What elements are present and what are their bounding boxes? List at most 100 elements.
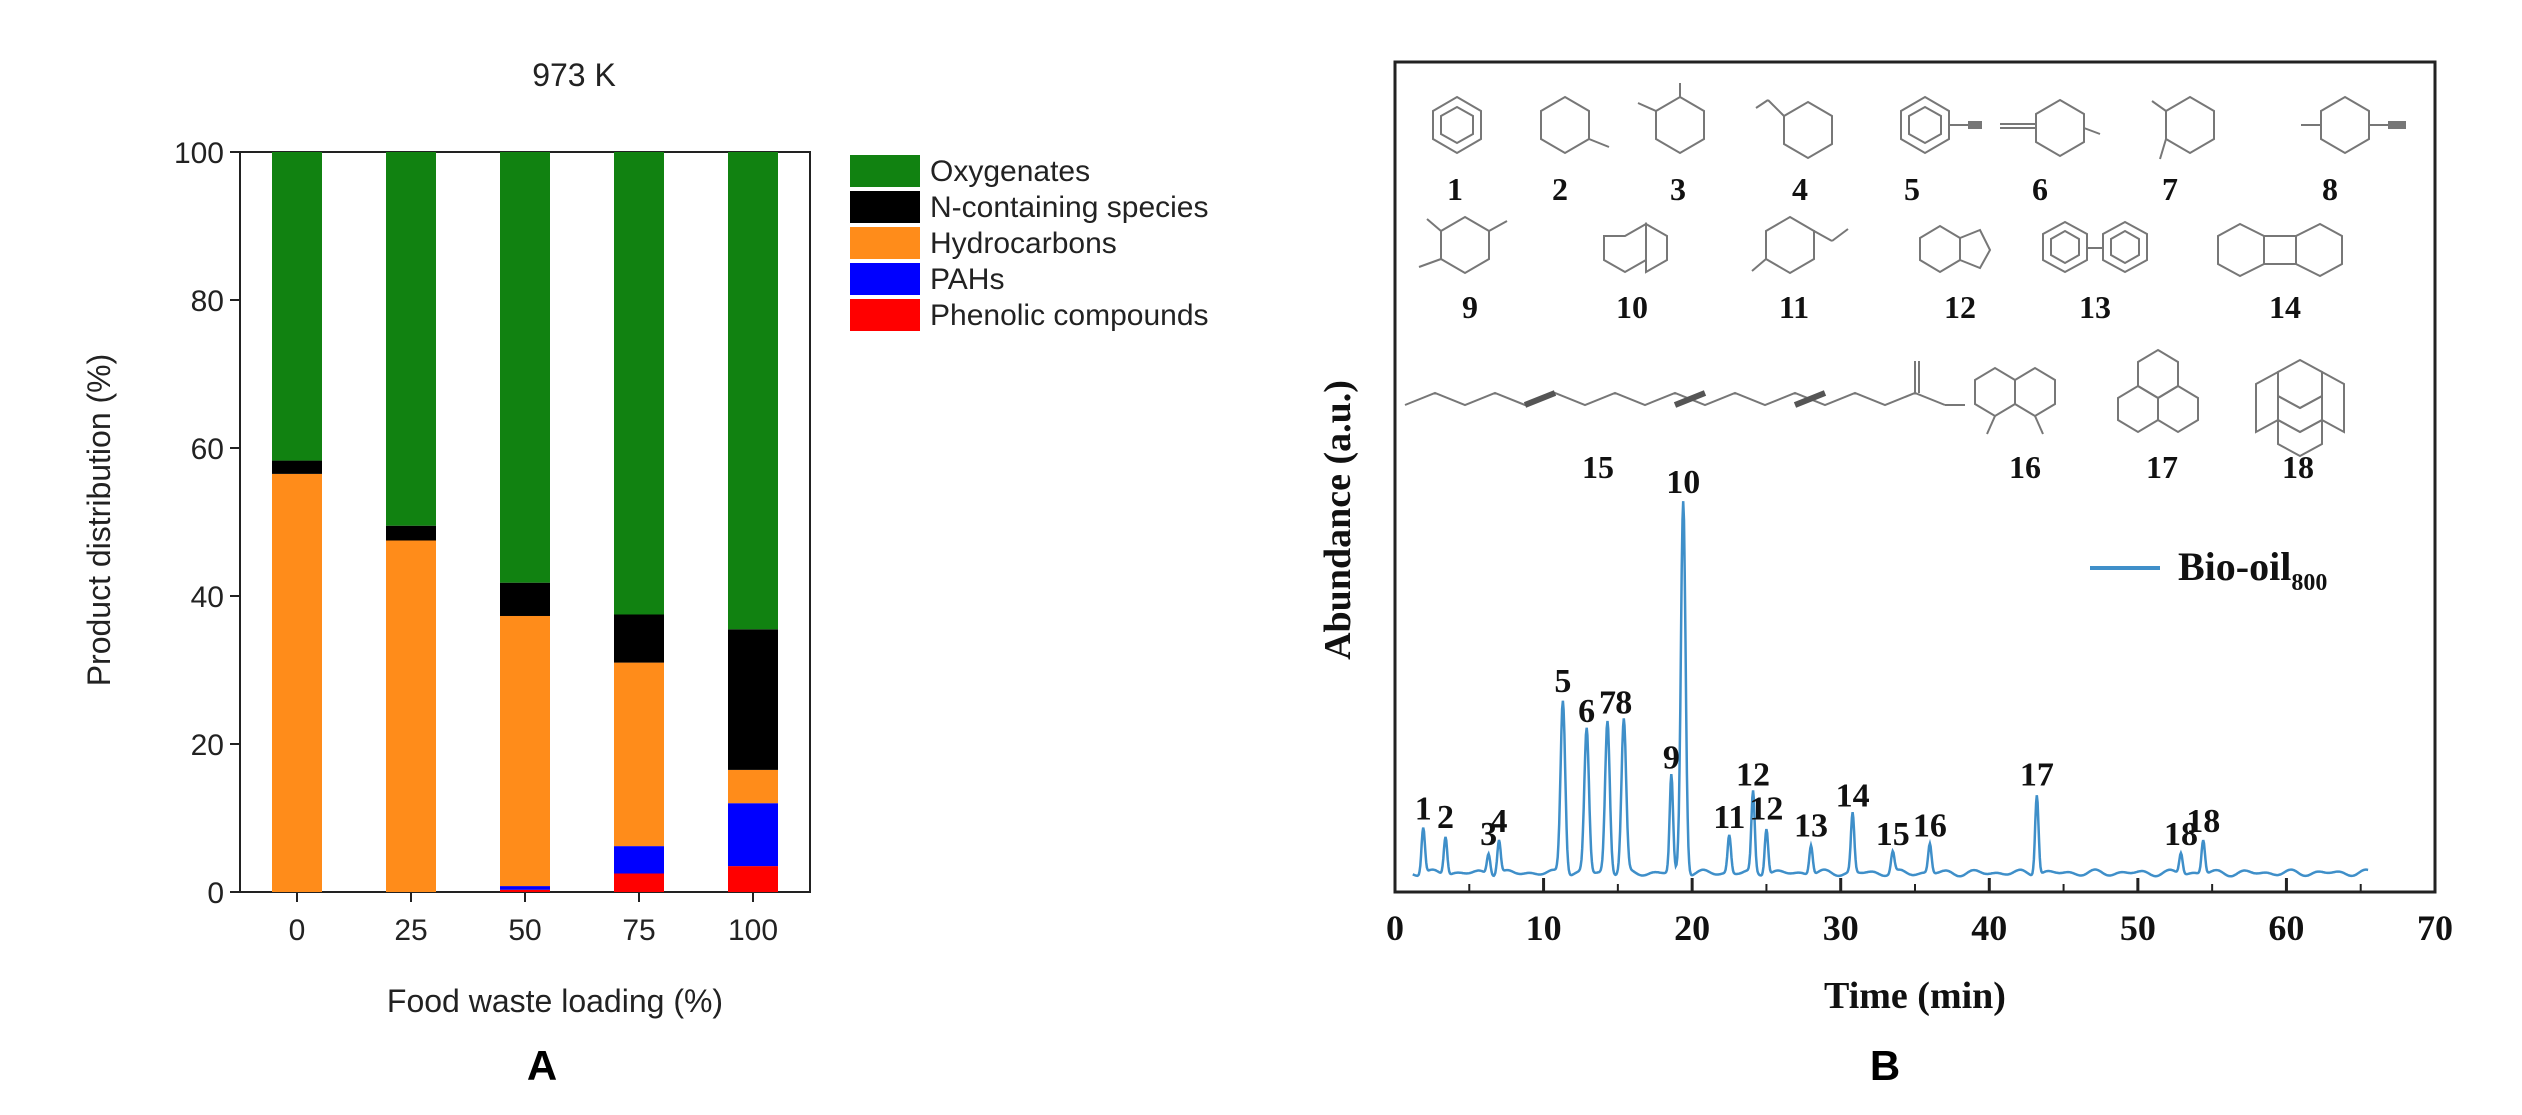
indene-icon <box>1919 224 1992 274</box>
chart-a-legend-label: N-containing species <box>930 191 1208 224</box>
biphenyl-icon <box>2042 220 2148 274</box>
chart-a-ytick-label: 80 <box>191 285 224 318</box>
chart-a-ticks: 0 20 40 60 80 100 0 25 50 75 100 <box>174 137 778 947</box>
chart-b-peak-label: 10 <box>1666 464 1700 501</box>
chart-b-peak-label: 9 <box>1663 740 1680 777</box>
trisubstituted-benzene-icon <box>1418 215 1508 275</box>
chart-a-legend-swatch <box>850 155 920 187</box>
chart-a-bar-segment <box>500 582 550 616</box>
chart-b-structure-label: 4 <box>1792 171 1808 207</box>
chart-b-peak-label: 4 <box>1491 803 1508 840</box>
chart-b-xtick-label: 20 <box>1674 908 1710 948</box>
chart-b-structures <box>1404 83 2406 458</box>
chart-b-structure-label: 17 <box>2146 449 2178 485</box>
chart-a-xlabel: Food waste loading (%) <box>387 983 723 1019</box>
chart-a-bar-segment <box>386 540 436 892</box>
chart-a-ytick-label: 20 <box>191 729 224 762</box>
xylene-icon <box>1637 83 1705 155</box>
chart-b-peak-label: 1 <box>1415 790 1432 827</box>
chart-b-peak-label: 6 <box>1578 693 1595 730</box>
chart-b-peak-label: 18 <box>2164 816 2198 853</box>
chart-b-peak-label: 15 <box>1876 816 1910 853</box>
chart-b-structure-label: 12 <box>1944 289 1976 325</box>
naphthalene-icon <box>1603 222 1668 274</box>
chart-b-peak-label: 12 <box>1736 756 1770 793</box>
chart-a-ylabel: Product distribution (%) <box>81 354 117 687</box>
chart-b-xtick-label: 30 <box>1823 908 1859 948</box>
chart-b-ylabel: Abundance (a.u.) <box>1317 380 1359 660</box>
chart-a-title: 973 K <box>532 57 616 93</box>
chart-b-peak-label: 14 <box>1836 778 1870 815</box>
chart-a-bar-segment <box>614 662 664 847</box>
chart-b-xtick-label: 70 <box>2417 908 2453 948</box>
chart-b-xtick-label: 50 <box>2120 908 2156 948</box>
chart-b-structure-label: 15 <box>1582 449 1614 485</box>
chart-a-bar-segment <box>614 614 664 663</box>
chart-a-bar-segment <box>500 615 550 887</box>
chart-b-structure-label: 9 <box>1462 289 1478 325</box>
chart-b-structure-label: 2 <box>1552 171 1568 207</box>
chart-b-peak-label: 8 <box>1615 684 1632 721</box>
substituted-benzene-icon <box>2301 95 2406 155</box>
chart-a-legend-swatch <box>850 191 920 223</box>
substituted-benzene-icon <box>2000 98 2101 158</box>
chart-a-legend-swatch <box>850 227 920 259</box>
chart-b-peak-label: 7 <box>1599 684 1616 721</box>
chart-b-peak-label: 18 <box>2186 803 2220 840</box>
chart-a-bar-segment <box>614 873 664 892</box>
panel-b-label: B <box>1870 1042 1900 1089</box>
chart-b-structure-label: 1 <box>1447 171 1463 207</box>
chart-a-xtick-label: 25 <box>394 914 427 947</box>
chart-a-legend-label: Phenolic compounds <box>930 299 1209 332</box>
chart-b-peak-label: 3 <box>1480 816 1497 853</box>
chart-a-legend-label: Hydrocarbons <box>930 227 1117 260</box>
pyrene-icon <box>2255 358 2345 458</box>
chart-b-peak-label: 2 <box>1437 799 1454 836</box>
chart-a-bar-segment <box>386 525 436 541</box>
fluorene-icon <box>1974 366 2056 435</box>
chart-a-bar-segment <box>728 629 778 770</box>
chart-b-ticks: 0 10 20 30 40 50 60 70 <box>1386 878 2453 948</box>
chart-a-bar-segment <box>728 803 778 867</box>
chart-b-structure-label: 16 <box>2009 449 2041 485</box>
chart-a-bar-segment <box>500 152 550 583</box>
benzene-icon <box>1432 95 1482 155</box>
chart-b-structure-label: 6 <box>2032 171 2048 207</box>
substituted-benzene-icon <box>1751 215 1849 275</box>
substituted-benzene-icon <box>2151 95 2215 160</box>
chart-a-legend-label: PAHs <box>930 263 1004 296</box>
chart-b-xtick-label: 60 <box>2268 908 2304 948</box>
long-chain-acid-icon <box>1404 361 1965 408</box>
chart-b-structure-label: 14 <box>2269 289 2301 325</box>
biphenylene-icon <box>2217 222 2343 278</box>
chart-b-xtick-label: 0 <box>1386 908 1404 948</box>
chart-a-bar-segment <box>272 460 322 474</box>
chart-a-ytick-label: 40 <box>191 581 224 614</box>
chart-b-xlabel: Time (min) <box>1824 975 2006 1017</box>
chart-b-trace-line <box>1412 501 2369 878</box>
toluene-icon <box>1540 95 1610 155</box>
chart-b-peak-label: 16 <box>1913 807 1947 844</box>
chart-b-structure-label: 18 <box>2282 449 2314 485</box>
panel-a-label: A <box>527 1042 557 1089</box>
chart-a-bar-segment <box>272 473 322 892</box>
chart-b-xtick-label: 40 <box>1971 908 2007 948</box>
styrene-icon <box>1755 99 1833 160</box>
phenanthrene-icon <box>2117 348 2199 434</box>
chart-a-ytick-label: 100 <box>174 137 224 170</box>
chart-a-xtick-label: 50 <box>508 914 541 947</box>
chart-b-structure-label: 10 <box>1616 289 1648 325</box>
chart-a-bar-segment <box>614 846 664 874</box>
chart-b-structure-label: 3 <box>1670 171 1686 207</box>
chart-b-trace <box>1412 501 2369 878</box>
chart-b-structure-label: 7 <box>2162 171 2178 207</box>
chart-b-structure-label: 11 <box>1779 289 1809 325</box>
chart-a-xtick-label: 0 <box>289 914 306 947</box>
chart-a-bar-segment <box>500 889 550 892</box>
chart-b-structure-label: 13 <box>2079 289 2111 325</box>
chart-a-legend-swatch <box>850 263 920 295</box>
chart-a-bar-segment <box>386 152 436 526</box>
